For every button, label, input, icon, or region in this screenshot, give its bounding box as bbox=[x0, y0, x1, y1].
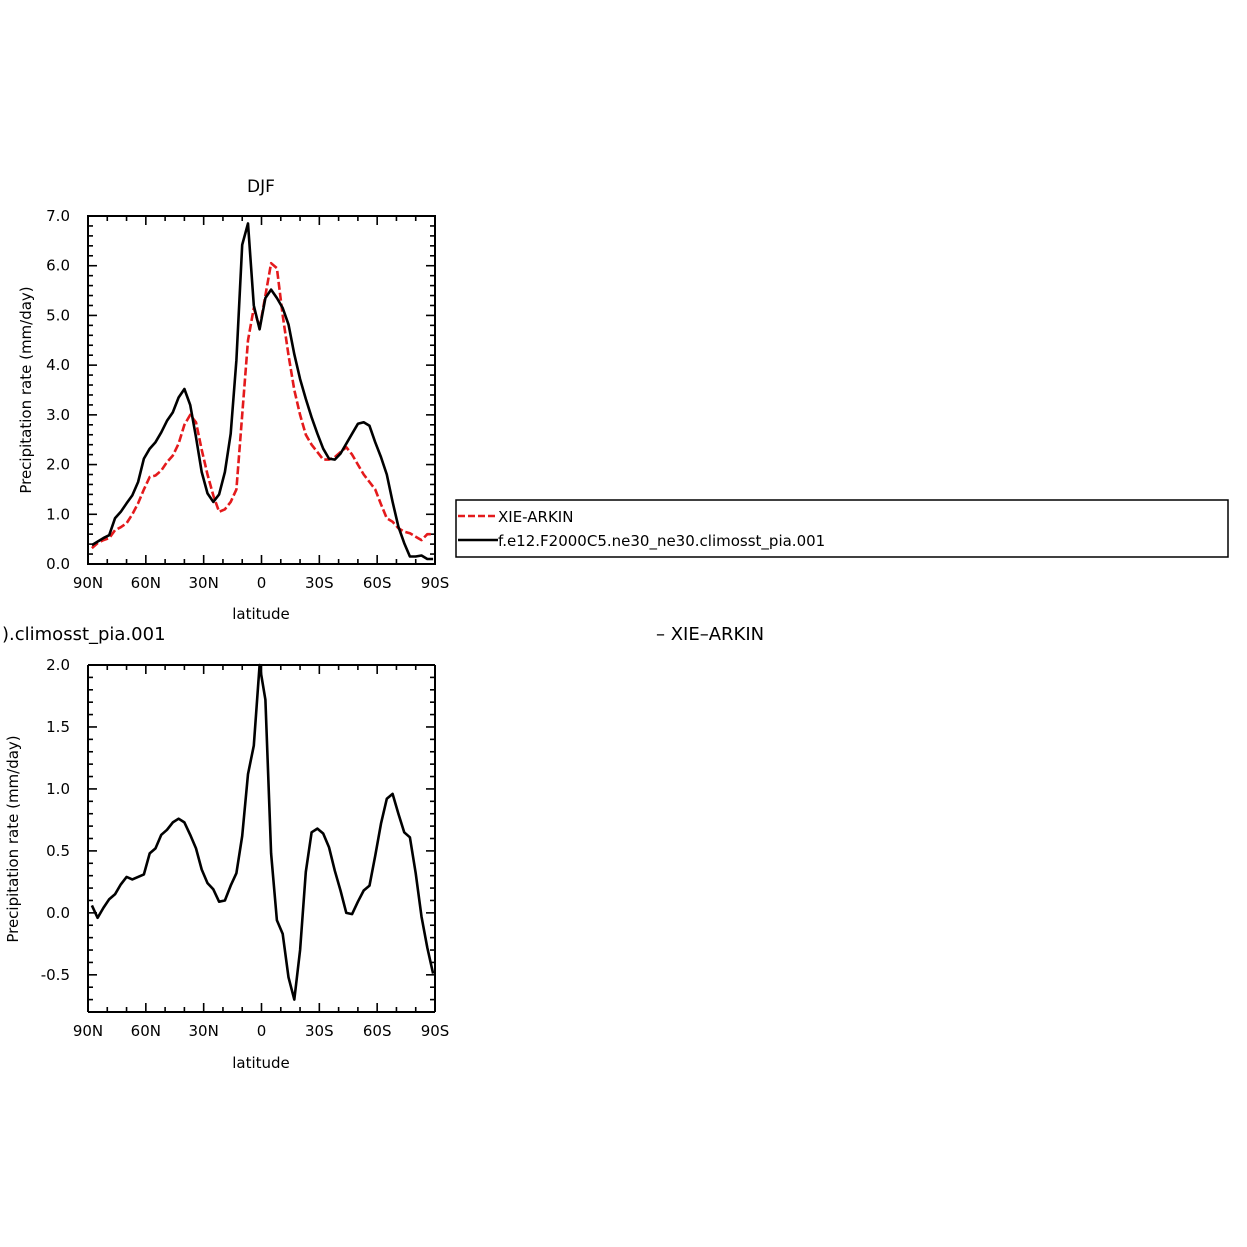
legend-label-model: f.e12.F2000C5.ne30_ne30.climosst_pia.001 bbox=[498, 532, 825, 551]
bottom-y-tick-label: -0.5 bbox=[41, 966, 70, 984]
bottom-series-line-0 bbox=[90, 663, 435, 1001]
top-series-line-0 bbox=[91, 261, 434, 550]
bottom-y-tick-label: 2.0 bbox=[46, 656, 70, 674]
top-y-tick-label: 0.0 bbox=[46, 555, 70, 573]
top-series-line-1 bbox=[91, 222, 434, 561]
bottom-y-tick-label: 1.5 bbox=[46, 718, 70, 736]
top-x-axis-label: latitude bbox=[232, 605, 290, 623]
top-x-tick-label: 30S bbox=[305, 574, 334, 592]
bottom-y-axis-label: Precipitation rate (mm/day) bbox=[4, 735, 22, 942]
bottom-x-axis-label: latitude bbox=[232, 1054, 290, 1072]
top-x-tick-label: 0 bbox=[257, 574, 267, 592]
bottom-x-tick-label: 90S bbox=[421, 1022, 450, 1040]
top-plot-area: 90N 60N 30N 0 30S 60S 90S 0.0 1.0 2.0 3.0 4.0 5.0 6.0… bbox=[46, 207, 449, 592]
top-y-tick-label: 2.0 bbox=[46, 456, 70, 474]
top-y-axis-label: Precipitation rate (mm/day) bbox=[17, 286, 35, 493]
top-x-tick-label: 60N bbox=[131, 574, 161, 592]
top-x-tick-label: 60S bbox=[363, 574, 392, 592]
top-x-tick-label: 90N bbox=[73, 574, 103, 592]
top-x-tick-label: 30N bbox=[189, 574, 219, 592]
bottom-panel: ).climosst_pia.001 – XIE–ARKIN 90N 60N 30N… bbox=[2, 624, 764, 1072]
top-y-tick-label: 7.0 bbox=[46, 207, 70, 225]
bottom-x-tick-label: 30N bbox=[189, 1022, 219, 1040]
bottom-x-tick-label: 60N bbox=[131, 1022, 161, 1040]
top-panel: DJF 90N 60N 30N 0 30S 60S 90S 0.0 1.0 2.0 3.0 4.0 5.… bbox=[17, 177, 449, 623]
top-plot-frame bbox=[87, 215, 436, 565]
bottom-x-tick-label: 60S bbox=[363, 1022, 392, 1040]
top-y-tick-label: 5.0 bbox=[46, 306, 70, 324]
top-y-tick-label: 3.0 bbox=[46, 406, 70, 424]
bottom-title-right: – XIE–ARKIN bbox=[656, 624, 764, 645]
top-y-tick-label: 1.0 bbox=[46, 505, 70, 523]
legend-box bbox=[455, 499, 1229, 558]
bottom-title-left: ).climosst_pia.001 bbox=[2, 624, 166, 645]
bottom-y-tick-label: 0.0 bbox=[46, 904, 70, 922]
bottom-y-tick-label: 0.5 bbox=[46, 842, 70, 860]
legend: XIE-ARKIN f.e12.F2000C5.ne30_ne30.climos… bbox=[455, 499, 1229, 558]
bottom-plot-area: 90N 60N 30N 0 30S 60S 90S -0.5 0.0 0.5 1.0 1.5 2.0 bbox=[41, 656, 450, 1040]
bottom-x-tick-label: 30S bbox=[305, 1022, 334, 1040]
bottom-y-tick-label: 1.0 bbox=[46, 780, 70, 798]
top-y-tick-label: 6.0 bbox=[46, 257, 70, 275]
top-title: DJF bbox=[247, 177, 275, 197]
bottom-x-tick-label: 0 bbox=[257, 1022, 267, 1040]
bottom-x-tick-label: 90N bbox=[73, 1022, 103, 1040]
legend-label-xie-arkin: XIE-ARKIN bbox=[498, 508, 573, 526]
top-y-tick-label: 4.0 bbox=[46, 356, 70, 374]
top-x-tick-label: 90S bbox=[421, 574, 450, 592]
